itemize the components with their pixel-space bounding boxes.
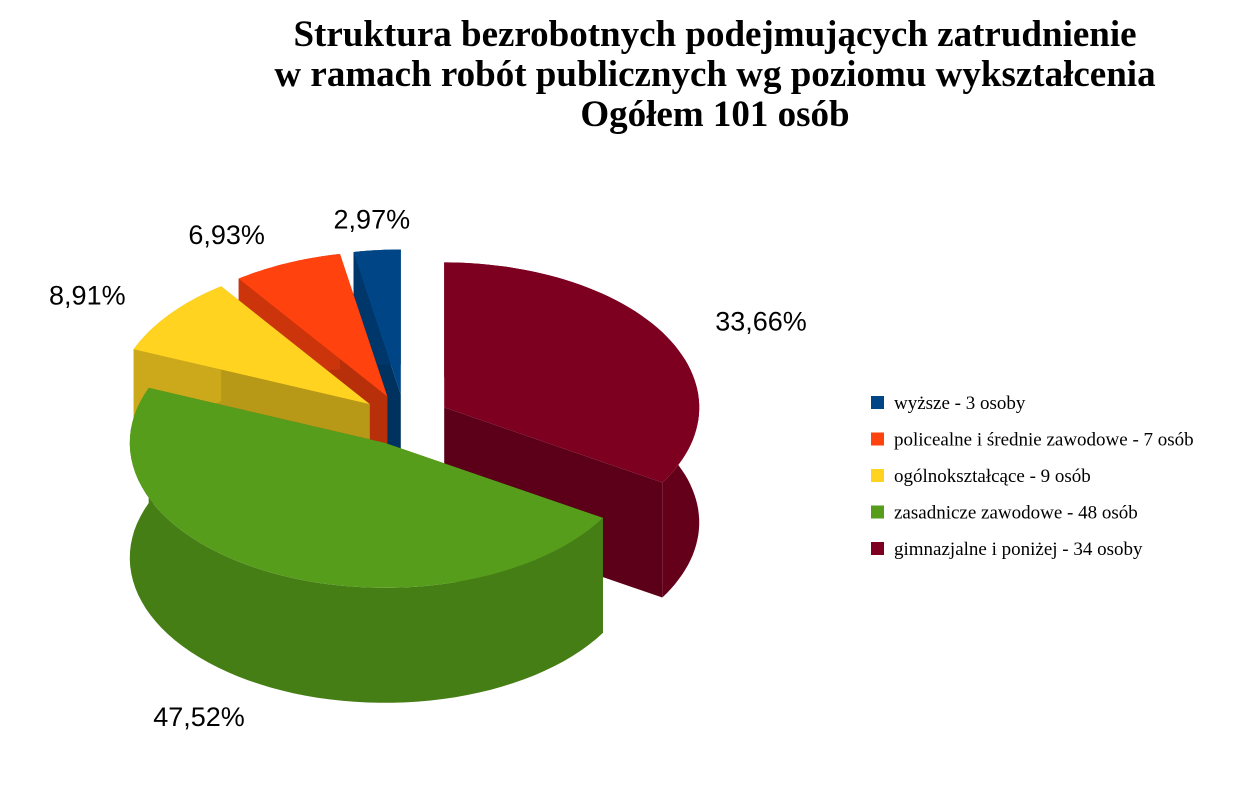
chart-title: Ogółem 101 osób: [580, 94, 849, 135]
slice-top: [444, 262, 700, 483]
data-label: 6,93%: [188, 220, 265, 250]
data-label: 8,91%: [49, 280, 126, 310]
legend-label: ogólnokształcące - 9 osób: [894, 466, 1091, 487]
legend-swatch: [871, 432, 884, 446]
legend-label: gimnazjalne i poniżej - 34 osoby: [894, 539, 1143, 560]
legend-swatch: [871, 469, 884, 482]
legend-label: policealne i średnie zawodowe - 7 osób: [894, 430, 1194, 451]
slice-top: [238, 254, 388, 397]
legend-label: wyższe - 3 osoby: [894, 393, 1026, 414]
data-label: 47,52%: [153, 702, 245, 732]
slice-top: [133, 286, 370, 405]
slice-top: [353, 249, 401, 395]
legend-swatch: [871, 542, 884, 555]
legend-swatch: [871, 505, 884, 519]
slice-wall: [129, 387, 603, 703]
chart-title: w ramach robót publicznych wg poziomu wy…: [274, 54, 1155, 95]
chart-title: Struktura bezrobotnych podejmujących zat…: [293, 14, 1136, 55]
data-label: 33,66%: [715, 307, 807, 337]
slice-top: [129, 387, 603, 588]
data-label: 2,97%: [334, 204, 411, 234]
legend-label: zasadnicze zawodowe - 48 osób: [894, 503, 1138, 524]
legend-swatch: [871, 396, 884, 409]
